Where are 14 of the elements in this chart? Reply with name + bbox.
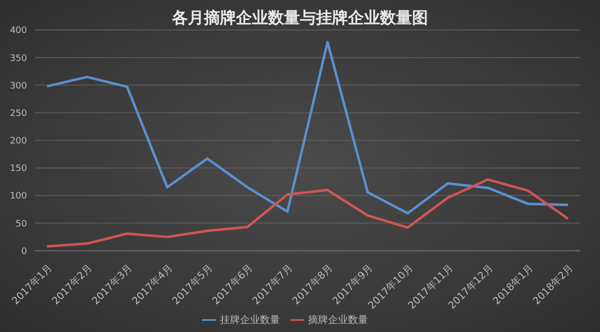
line-series — [46, 40, 570, 214]
y-tick-label: 350 — [10, 54, 28, 64]
y-tick-label: 150 — [10, 164, 28, 174]
y-tick-label: 100 — [10, 192, 28, 202]
y-tick-label: 400 — [10, 26, 28, 36]
y-tick-label: 200 — [10, 136, 28, 147]
y-tick-label: 300 — [10, 81, 28, 92]
y-tick-label: 0 — [21, 246, 28, 257]
legend-label: 挂牌企业数量 — [220, 314, 280, 326]
legend-label: 摘牌企业数量 — [308, 314, 368, 326]
chart-title: 各月摘牌企业数量与挂牌企业数量图 — [172, 8, 428, 27]
y-tick-label: 250 — [10, 108, 28, 119]
line-series — [46, 178, 570, 248]
y-tick-label: 50 — [16, 219, 28, 230]
